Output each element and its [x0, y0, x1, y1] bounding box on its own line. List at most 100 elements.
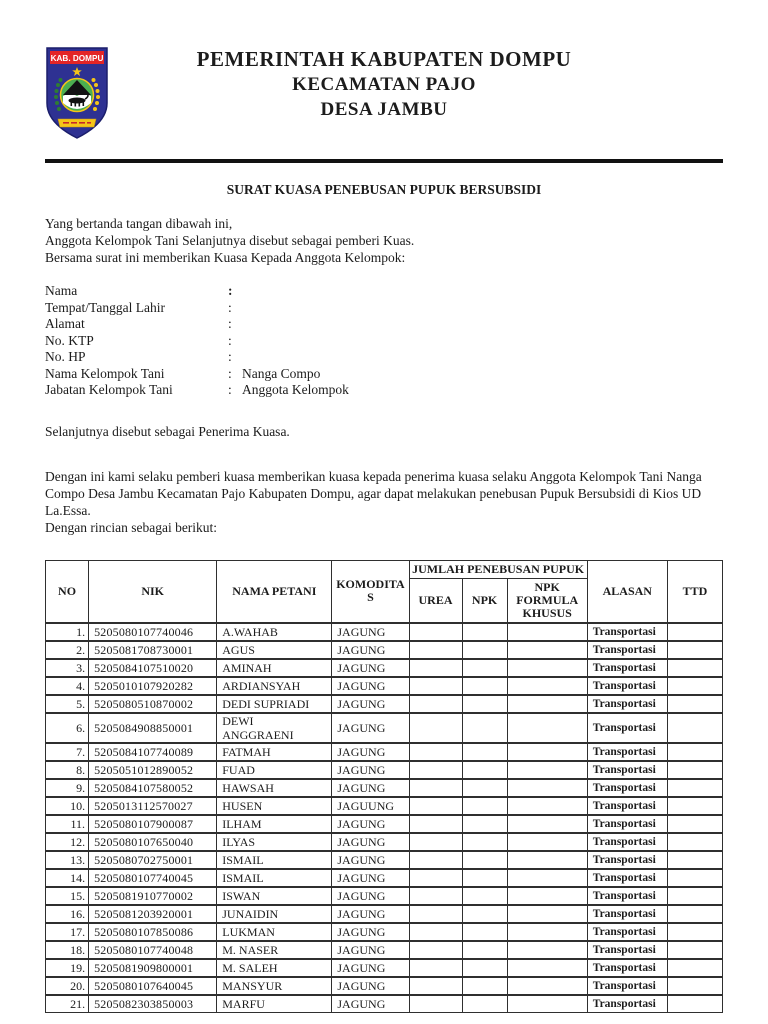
- cell-npk: [461, 958, 508, 977]
- field-label: No. HP: [45, 349, 86, 364]
- cell-nik: 5205080107850086: [88, 922, 218, 941]
- cell-ttd: [666, 676, 724, 695]
- cell-nik: 5205080702750001: [88, 850, 218, 869]
- table-row: 14. 5205080107740045 ISMAIL JAGUNG Transport…: [44, 868, 724, 887]
- letterhead-titles: PEMERINTAH KABUPATEN DOMPU KECAMATAN PAJ…: [45, 45, 723, 122]
- cell-komoditas: JAGUNG: [331, 976, 410, 995]
- cell-no: 13.: [44, 850, 90, 869]
- table-row: 19. 5205081909800001 M. SALEH JAGUNG Transpo…: [44, 958, 724, 977]
- table-row: 10. 5205013112570027 HUSEN JAGUUNG Transport…: [44, 796, 724, 815]
- cell-nik: 5205080107650040: [88, 832, 218, 851]
- cell-ttd: [666, 976, 724, 995]
- cell-alasan: Transportasi: [586, 886, 668, 905]
- field-colon: :: [228, 299, 232, 315]
- cell-komoditas: JAGUNG: [331, 904, 410, 923]
- village-title: DESA JAMBU: [320, 99, 448, 120]
- cell-no: 8.: [44, 760, 90, 779]
- header-ttd: TTD: [666, 559, 724, 623]
- cell-npk: [461, 778, 508, 797]
- cell-nik: 5205084107510020: [88, 658, 218, 677]
- cell-npk_fk: [506, 886, 588, 905]
- header-npk-formula-khusus: NPK FORMULA KHUSUS: [506, 577, 588, 623]
- field-label: Jabatan Kelompok Tani: [45, 382, 173, 397]
- cell-nik: 5205051012890052: [88, 760, 218, 779]
- cell-ttd: [666, 904, 724, 923]
- cell-npk: [461, 676, 508, 695]
- cell-komoditas: JAGUNG: [331, 742, 410, 761]
- cell-npk_fk: [506, 850, 588, 869]
- cell-no: 3.: [44, 658, 90, 677]
- cell-npk: [461, 760, 508, 779]
- cell-npk_fk: [506, 742, 588, 761]
- cell-alasan: Transportasi: [586, 832, 668, 851]
- table-row: 1. 5205080107740046 A.WAHAB JAGUNG Transport…: [44, 622, 724, 641]
- cell-npk: [461, 694, 508, 713]
- cell-komoditas: JAGUNG: [331, 868, 410, 887]
- cell-ttd: [666, 922, 724, 941]
- cell-npk: [461, 850, 508, 869]
- cell-komoditas: JAGUNG: [331, 814, 410, 833]
- cell-komoditas: JAGUUNG: [331, 796, 410, 815]
- cell-urea: [408, 622, 463, 641]
- field-tempat-tanggal-lahir: Tempat/Tanggal Lahir :: [45, 300, 723, 317]
- cell-npk_fk: [506, 622, 588, 641]
- cell-nama: AMINAH: [216, 658, 333, 677]
- cell-npk_fk: [506, 676, 588, 695]
- table-header: NO NIK NAMA PETANI KOMODITAS JUMLAH PENE…: [44, 559, 724, 623]
- table-row: 18. 5205080107740048 M. NASER JAGUNG Transpo…: [44, 940, 724, 959]
- cell-ttd: [666, 658, 724, 677]
- cell-nama: M. NASER: [216, 940, 333, 959]
- cell-no: 17.: [44, 922, 90, 941]
- cell-urea: [408, 958, 463, 977]
- cell-ttd: [666, 622, 724, 641]
- cell-komoditas: JAGUNG: [331, 832, 410, 851]
- identity-fields: Nama : Tempat/Tanggal Lahir : Alamat : N…: [45, 283, 723, 399]
- cell-no: 10.: [44, 796, 90, 815]
- table-row: 3. 5205084107510020 AMINAH JAGUNG Transporta…: [44, 658, 724, 677]
- table-row: 15. 5205081910770002 ISWAN JAGUNG Transporta…: [44, 886, 724, 905]
- cell-nama: M. SALEH: [216, 958, 333, 977]
- cell-nik: 5205081910770002: [88, 886, 218, 905]
- cell-urea: [408, 850, 463, 869]
- cell-npk_fk: [506, 694, 588, 713]
- cell-komoditas: JAGUNG: [331, 922, 410, 941]
- field-label: No. KTP: [45, 332, 94, 348]
- cell-komoditas: JAGUNG: [331, 886, 410, 905]
- header-alasan: ALASAN: [586, 559, 668, 623]
- cell-ttd: [666, 640, 724, 659]
- farmers-table-body: 1. 5205080107740046 A.WAHAB JAGUNG Transport…: [44, 622, 724, 1013]
- cell-no: 19.: [44, 958, 90, 977]
- cell-ttd: [666, 712, 724, 743]
- cell-nama: ARDIANSYAH: [216, 676, 333, 695]
- field-no-ktp: No. KTP :: [45, 333, 723, 350]
- cell-nik: 5205080107740046: [88, 622, 218, 641]
- cell-alasan: Transportasi: [586, 742, 668, 761]
- cell-no: 16.: [44, 904, 90, 923]
- cell-nik: 5205080510870002: [88, 694, 218, 713]
- cell-ttd: [666, 778, 724, 797]
- cell-no: 21.: [44, 994, 90, 1013]
- table-row: 9. 5205084107580052 HAWSAH JAGUNG Transporta…: [44, 778, 724, 797]
- cell-npk: [461, 832, 508, 851]
- cell-alasan: Transportasi: [586, 658, 668, 677]
- cell-npk: [461, 886, 508, 905]
- cell-ttd: [666, 958, 724, 977]
- cell-npk: [461, 712, 508, 743]
- intro-line: Yang bertanda tangan dibawah ini,: [45, 216, 233, 231]
- field-no-hp: No. HP :: [45, 349, 723, 366]
- cell-urea: [408, 904, 463, 923]
- field-colon: :: [228, 365, 232, 381]
- cell-urea: [408, 796, 463, 815]
- cell-komoditas: JAGUNG: [331, 958, 410, 977]
- cell-ttd: [666, 796, 724, 815]
- cell-nama: DEWI ANGGRAENI: [216, 712, 333, 743]
- cell-alasan: Transportasi: [586, 868, 668, 887]
- cell-ttd: [666, 694, 724, 713]
- cell-no: 15.: [44, 886, 90, 905]
- field-colon: :: [228, 332, 232, 348]
- cell-alasan: Transportasi: [586, 976, 668, 995]
- cell-nama: FATMAH: [216, 742, 333, 761]
- cell-urea: [408, 832, 463, 851]
- cell-nama: DEDI SUPRIADI: [216, 694, 333, 713]
